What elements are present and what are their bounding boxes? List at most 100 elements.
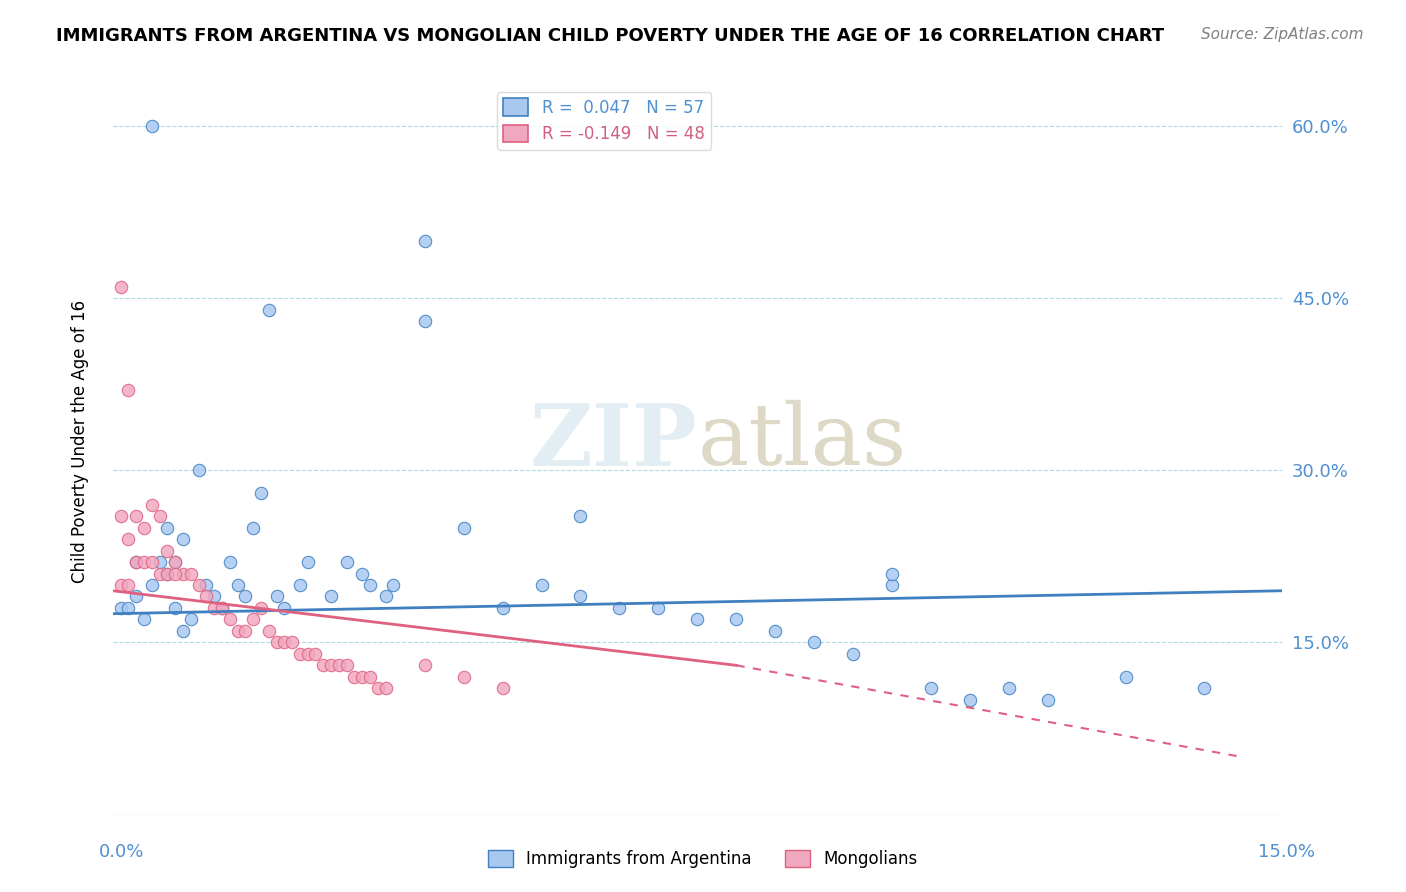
Point [156, 566, 179, 581]
Point [180, 612, 202, 626]
Point [110, 509, 132, 524]
Point [491, 601, 513, 615]
Point [569, 590, 592, 604]
Point [266, 635, 288, 649]
Legend: Immigrants from Argentina, Mongolians: Immigrants from Argentina, Mongolians [481, 843, 925, 875]
Point [110, 578, 132, 592]
Point [257, 302, 280, 317]
Point [882, 566, 904, 581]
Text: IMMIGRANTS FROM ARGENTINA VS MONGOLIAN CHILD POVERTY UNDER THE AGE OF 16 CORRELA: IMMIGRANTS FROM ARGENTINA VS MONGOLIAN C… [56, 27, 1164, 45]
Point [359, 670, 381, 684]
Point [352, 566, 374, 581]
Point [250, 486, 273, 500]
Point [172, 566, 194, 581]
Text: atlas: atlas [697, 400, 907, 483]
Point [288, 578, 311, 592]
Point [141, 119, 163, 133]
Point [686, 612, 709, 626]
Point [165, 566, 187, 581]
Point [491, 681, 513, 696]
Point [141, 578, 163, 592]
Point [132, 612, 155, 626]
Y-axis label: Child Poverty Under the Age of 16: Child Poverty Under the Age of 16 [72, 300, 89, 583]
Point [202, 601, 225, 615]
Point [180, 566, 202, 581]
Point [328, 658, 350, 673]
Point [382, 578, 405, 592]
Text: ZIP: ZIP [530, 400, 697, 483]
Point [110, 279, 132, 293]
Point [998, 681, 1021, 696]
Point [141, 498, 163, 512]
Point [288, 647, 311, 661]
Point [226, 578, 249, 592]
Point [242, 612, 264, 626]
Point [125, 509, 148, 524]
Point [304, 647, 326, 661]
Point [211, 601, 233, 615]
Point [218, 612, 240, 626]
Point [218, 555, 240, 569]
Point [250, 601, 273, 615]
Point [266, 590, 288, 604]
Point [156, 521, 179, 535]
Point [156, 543, 179, 558]
Point [413, 234, 436, 248]
Point [242, 521, 264, 535]
Point [117, 578, 139, 592]
Point [165, 555, 187, 569]
Point [725, 612, 748, 626]
Point [125, 555, 148, 569]
Point [165, 601, 187, 615]
Point [149, 555, 172, 569]
Point [172, 532, 194, 546]
Point [920, 681, 942, 696]
Text: Source: ZipAtlas.com: Source: ZipAtlas.com [1201, 27, 1364, 42]
Point [569, 509, 592, 524]
Point [453, 670, 475, 684]
Point [257, 624, 280, 638]
Point [1192, 681, 1215, 696]
Point [195, 590, 218, 604]
Point [647, 601, 669, 615]
Point [609, 601, 631, 615]
Point [1115, 670, 1137, 684]
Point [172, 624, 194, 638]
Point [336, 658, 359, 673]
Point [374, 590, 396, 604]
Point [187, 578, 209, 592]
Point [352, 670, 374, 684]
Point [312, 658, 335, 673]
Point [117, 601, 139, 615]
Point [367, 681, 389, 696]
Point [413, 314, 436, 328]
Point [235, 590, 257, 604]
Point [343, 670, 366, 684]
Point [195, 578, 218, 592]
Point [336, 555, 359, 569]
Point [132, 555, 155, 569]
Point [453, 521, 475, 535]
Point [235, 624, 257, 638]
Point [110, 601, 132, 615]
Point [803, 635, 825, 649]
Point [125, 555, 148, 569]
Point [273, 635, 295, 649]
Point [359, 578, 381, 592]
Point [149, 566, 172, 581]
Point [117, 383, 139, 397]
Point [1036, 693, 1059, 707]
Point [165, 555, 187, 569]
Point [959, 693, 981, 707]
Point [281, 635, 304, 649]
Point [530, 578, 553, 592]
Point [297, 555, 319, 569]
Point [149, 509, 172, 524]
Point [156, 566, 179, 581]
Point [141, 555, 163, 569]
Point [319, 658, 342, 673]
Legend: R =  0.047   N = 57, R = -0.149   N = 48: R = 0.047 N = 57, R = -0.149 N = 48 [496, 92, 711, 150]
Point [319, 590, 342, 604]
Point [202, 590, 225, 604]
Point [374, 681, 396, 696]
